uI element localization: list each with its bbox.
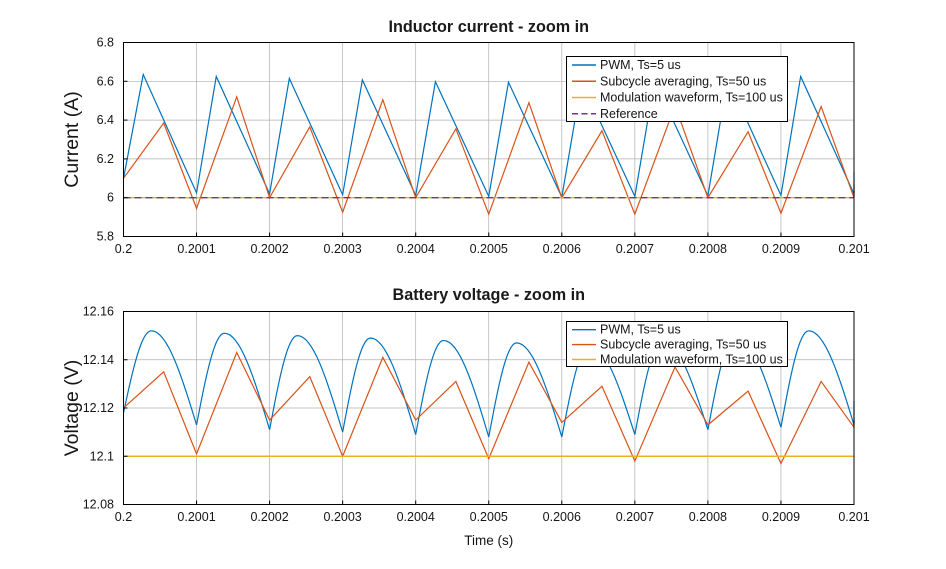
svg-text:6.4: 6.4 (97, 113, 114, 127)
svg-text:0.2003: 0.2003 (324, 510, 362, 524)
svg-text:0.201: 0.201 (838, 510, 869, 524)
svg-text:6: 6 (107, 191, 114, 205)
svg-text:5.8: 5.8 (97, 230, 114, 244)
svg-text:12.12: 12.12 (83, 401, 114, 415)
svg-text:0.2007: 0.2007 (616, 510, 654, 524)
svg-text:6.6: 6.6 (97, 74, 114, 88)
svg-text:0.2001: 0.2001 (177, 510, 215, 524)
svg-text:0.2: 0.2 (115, 510, 132, 524)
svg-text:Inductor current - zoom in: Inductor current - zoom in (388, 18, 589, 36)
svg-text:12.14: 12.14 (83, 353, 114, 367)
svg-text:6.2: 6.2 (97, 152, 114, 166)
svg-text:PWM, Ts=5 us: PWM, Ts=5 us (600, 323, 681, 337)
svg-text:Reference: Reference (600, 107, 658, 121)
svg-text:Subcycle averaging, Ts=50 us: Subcycle averaging, Ts=50 us (600, 338, 766, 352)
svg-text:0.2008: 0.2008 (689, 242, 727, 256)
svg-text:Modulation waveform, Ts=100 us: Modulation waveform, Ts=100 us (600, 353, 783, 367)
svg-text:0.2005: 0.2005 (470, 510, 508, 524)
svg-text:Subcycle averaging, Ts=50 us: Subcycle averaging, Ts=50 us (600, 74, 766, 88)
svg-text:0.2004: 0.2004 (397, 242, 435, 256)
svg-text:0.2006: 0.2006 (543, 242, 581, 256)
svg-text:12.16: 12.16 (83, 305, 114, 319)
svg-text:0.2: 0.2 (115, 242, 132, 256)
svg-text:12.1: 12.1 (90, 449, 114, 463)
svg-text:6.8: 6.8 (97, 36, 114, 50)
svg-text:Current (A): Current (A) (61, 91, 83, 187)
svg-text:Voltage (V): Voltage (V) (61, 360, 83, 456)
svg-text:0.2006: 0.2006 (543, 510, 581, 524)
svg-text:Modulation waveform, Ts=100 us: Modulation waveform, Ts=100 us (600, 91, 783, 105)
svg-text:0.2003: 0.2003 (324, 242, 362, 256)
svg-text:0.2004: 0.2004 (397, 510, 435, 524)
svg-text:0.2002: 0.2002 (250, 242, 288, 256)
svg-text:0.2008: 0.2008 (689, 510, 727, 524)
svg-text:PWM, Ts=5 us: PWM, Ts=5 us (600, 58, 681, 72)
svg-text:12.08: 12.08 (83, 498, 114, 512)
svg-text:0.201: 0.201 (838, 242, 869, 256)
svg-text:0.2007: 0.2007 (616, 242, 654, 256)
svg-text:0.2009: 0.2009 (762, 510, 800, 524)
svg-text:0.2009: 0.2009 (762, 242, 800, 256)
svg-text:0.2005: 0.2005 (470, 242, 508, 256)
svg-text:0.2002: 0.2002 (250, 510, 288, 524)
svg-text:Time (s): Time (s) (464, 533, 513, 548)
svg-text:Battery voltage - zoom in: Battery voltage - zoom in (393, 286, 585, 304)
svg-text:0.2001: 0.2001 (177, 242, 215, 256)
